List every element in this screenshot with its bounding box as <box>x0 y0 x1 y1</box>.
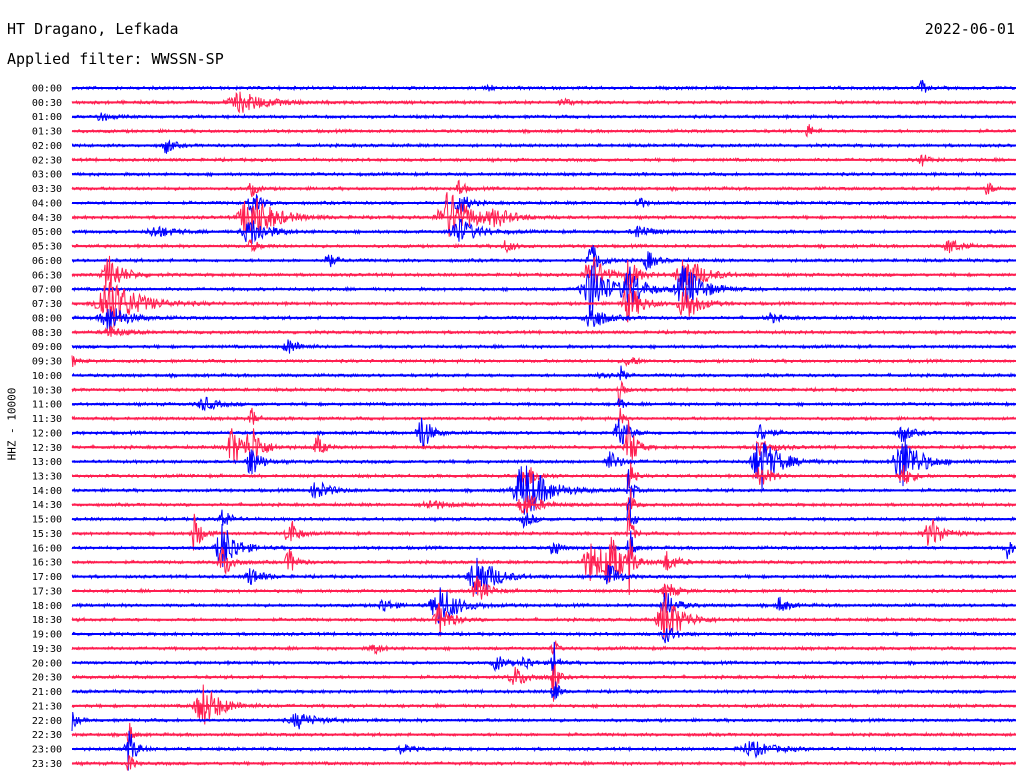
seismic-trace <box>71 488 1016 531</box>
time-tick-label: 07:30 <box>32 299 62 310</box>
seismic-trace <box>71 627 1016 644</box>
time-tick-label: 06:30 <box>32 270 62 281</box>
seismic-trace <box>71 419 1016 467</box>
seismic-trace <box>71 365 1016 381</box>
time-tick-label: 17:00 <box>32 572 62 583</box>
station-title: HT Dragano, Lefkada <box>7 20 179 38</box>
time-tick-label: 03:00 <box>32 170 62 181</box>
time-tick-label: 21:30 <box>32 701 62 712</box>
time-tick-label: 23:00 <box>32 745 62 756</box>
seismic-trace <box>71 407 1016 425</box>
time-label-group: 00:00 00:30 01:00 01:30 02:00 02:30 03:00 03:30… <box>32 84 62 770</box>
seismic-trace <box>71 664 1016 702</box>
time-tick-label: 22:30 <box>32 730 62 741</box>
time-tick-label: 22:00 <box>32 716 62 727</box>
time-tick-label: 13:00 <box>32 457 62 468</box>
time-tick-label: 09:00 <box>32 342 62 353</box>
time-tick-label: 02:30 <box>32 155 62 166</box>
time-tick-label: 18:30 <box>32 615 62 626</box>
time-tick-label: 14:30 <box>32 500 62 511</box>
time-tick-label: 06:00 <box>32 256 62 267</box>
time-tick-label: 04:00 <box>32 198 62 209</box>
time-tick-label: 23:30 <box>32 759 62 770</box>
seismic-trace <box>71 497 1016 530</box>
time-tick-label: 01:30 <box>32 127 62 138</box>
seismic-trace <box>71 711 1016 732</box>
time-tick-label: 00:00 <box>32 84 62 95</box>
time-tick-label: 20:00 <box>32 658 62 669</box>
time-tick-label: 03:30 <box>32 184 62 195</box>
time-tick-label: 05:30 <box>32 242 62 253</box>
time-tick-label: 09:30 <box>32 357 62 368</box>
time-tick-label: 10:30 <box>32 385 62 396</box>
trace-group <box>71 79 1016 771</box>
time-tick-label: 00:30 <box>32 98 62 109</box>
time-tick-label: 08:00 <box>32 313 62 324</box>
filter-label: Applied filter: WWSSN-SP <box>7 50 224 68</box>
time-tick-label: 11:00 <box>32 400 62 411</box>
record-date: 2022-06-01 <box>924 20 1015 38</box>
time-tick-label: 15:30 <box>32 529 62 540</box>
time-tick-label: 08:30 <box>32 328 62 339</box>
seismic-trace <box>71 722 1016 745</box>
time-tick-label: 12:30 <box>32 443 62 454</box>
time-tick-label: 16:00 <box>32 543 62 554</box>
time-tick-label: 13:30 <box>32 471 62 482</box>
time-tick-label: 21:00 <box>32 687 62 698</box>
seismic-trace <box>71 575 1016 602</box>
seismic-trace <box>71 265 1016 317</box>
time-tick-label: 10:00 <box>32 371 62 382</box>
time-tick-label: 20:30 <box>32 673 62 684</box>
time-tick-label: 02:00 <box>32 141 62 152</box>
seismic-trace <box>71 641 1016 676</box>
seismic-trace <box>71 193 1016 216</box>
seismic-trace <box>71 245 1016 273</box>
time-tick-label: 18:00 <box>32 601 62 612</box>
time-tick-label: 15:00 <box>32 515 62 526</box>
seismic-trace <box>71 79 1016 93</box>
seismic-trace <box>71 308 1016 330</box>
time-tick-label: 04:30 <box>32 213 62 224</box>
seismic-trace <box>71 139 1016 154</box>
seismic-trace <box>71 730 1016 771</box>
time-tick-label: 19:00 <box>32 630 62 641</box>
time-tick-label: 07:00 <box>32 285 62 296</box>
time-tick-label: 14:00 <box>32 486 62 497</box>
time-tick-label: 19:30 <box>32 644 62 655</box>
time-tick-label: 11:30 <box>32 414 62 425</box>
seismic-trace <box>71 509 1016 551</box>
seismic-trace <box>71 681 1016 700</box>
time-tick-label: 05:00 <box>32 227 62 238</box>
seismic-trace <box>71 523 1016 568</box>
time-tick-label: 12:00 <box>32 428 62 439</box>
time-tick-label: 01:00 <box>32 112 62 123</box>
time-tick-label: 17:30 <box>32 586 62 597</box>
time-tick-label: 16:30 <box>32 558 62 569</box>
